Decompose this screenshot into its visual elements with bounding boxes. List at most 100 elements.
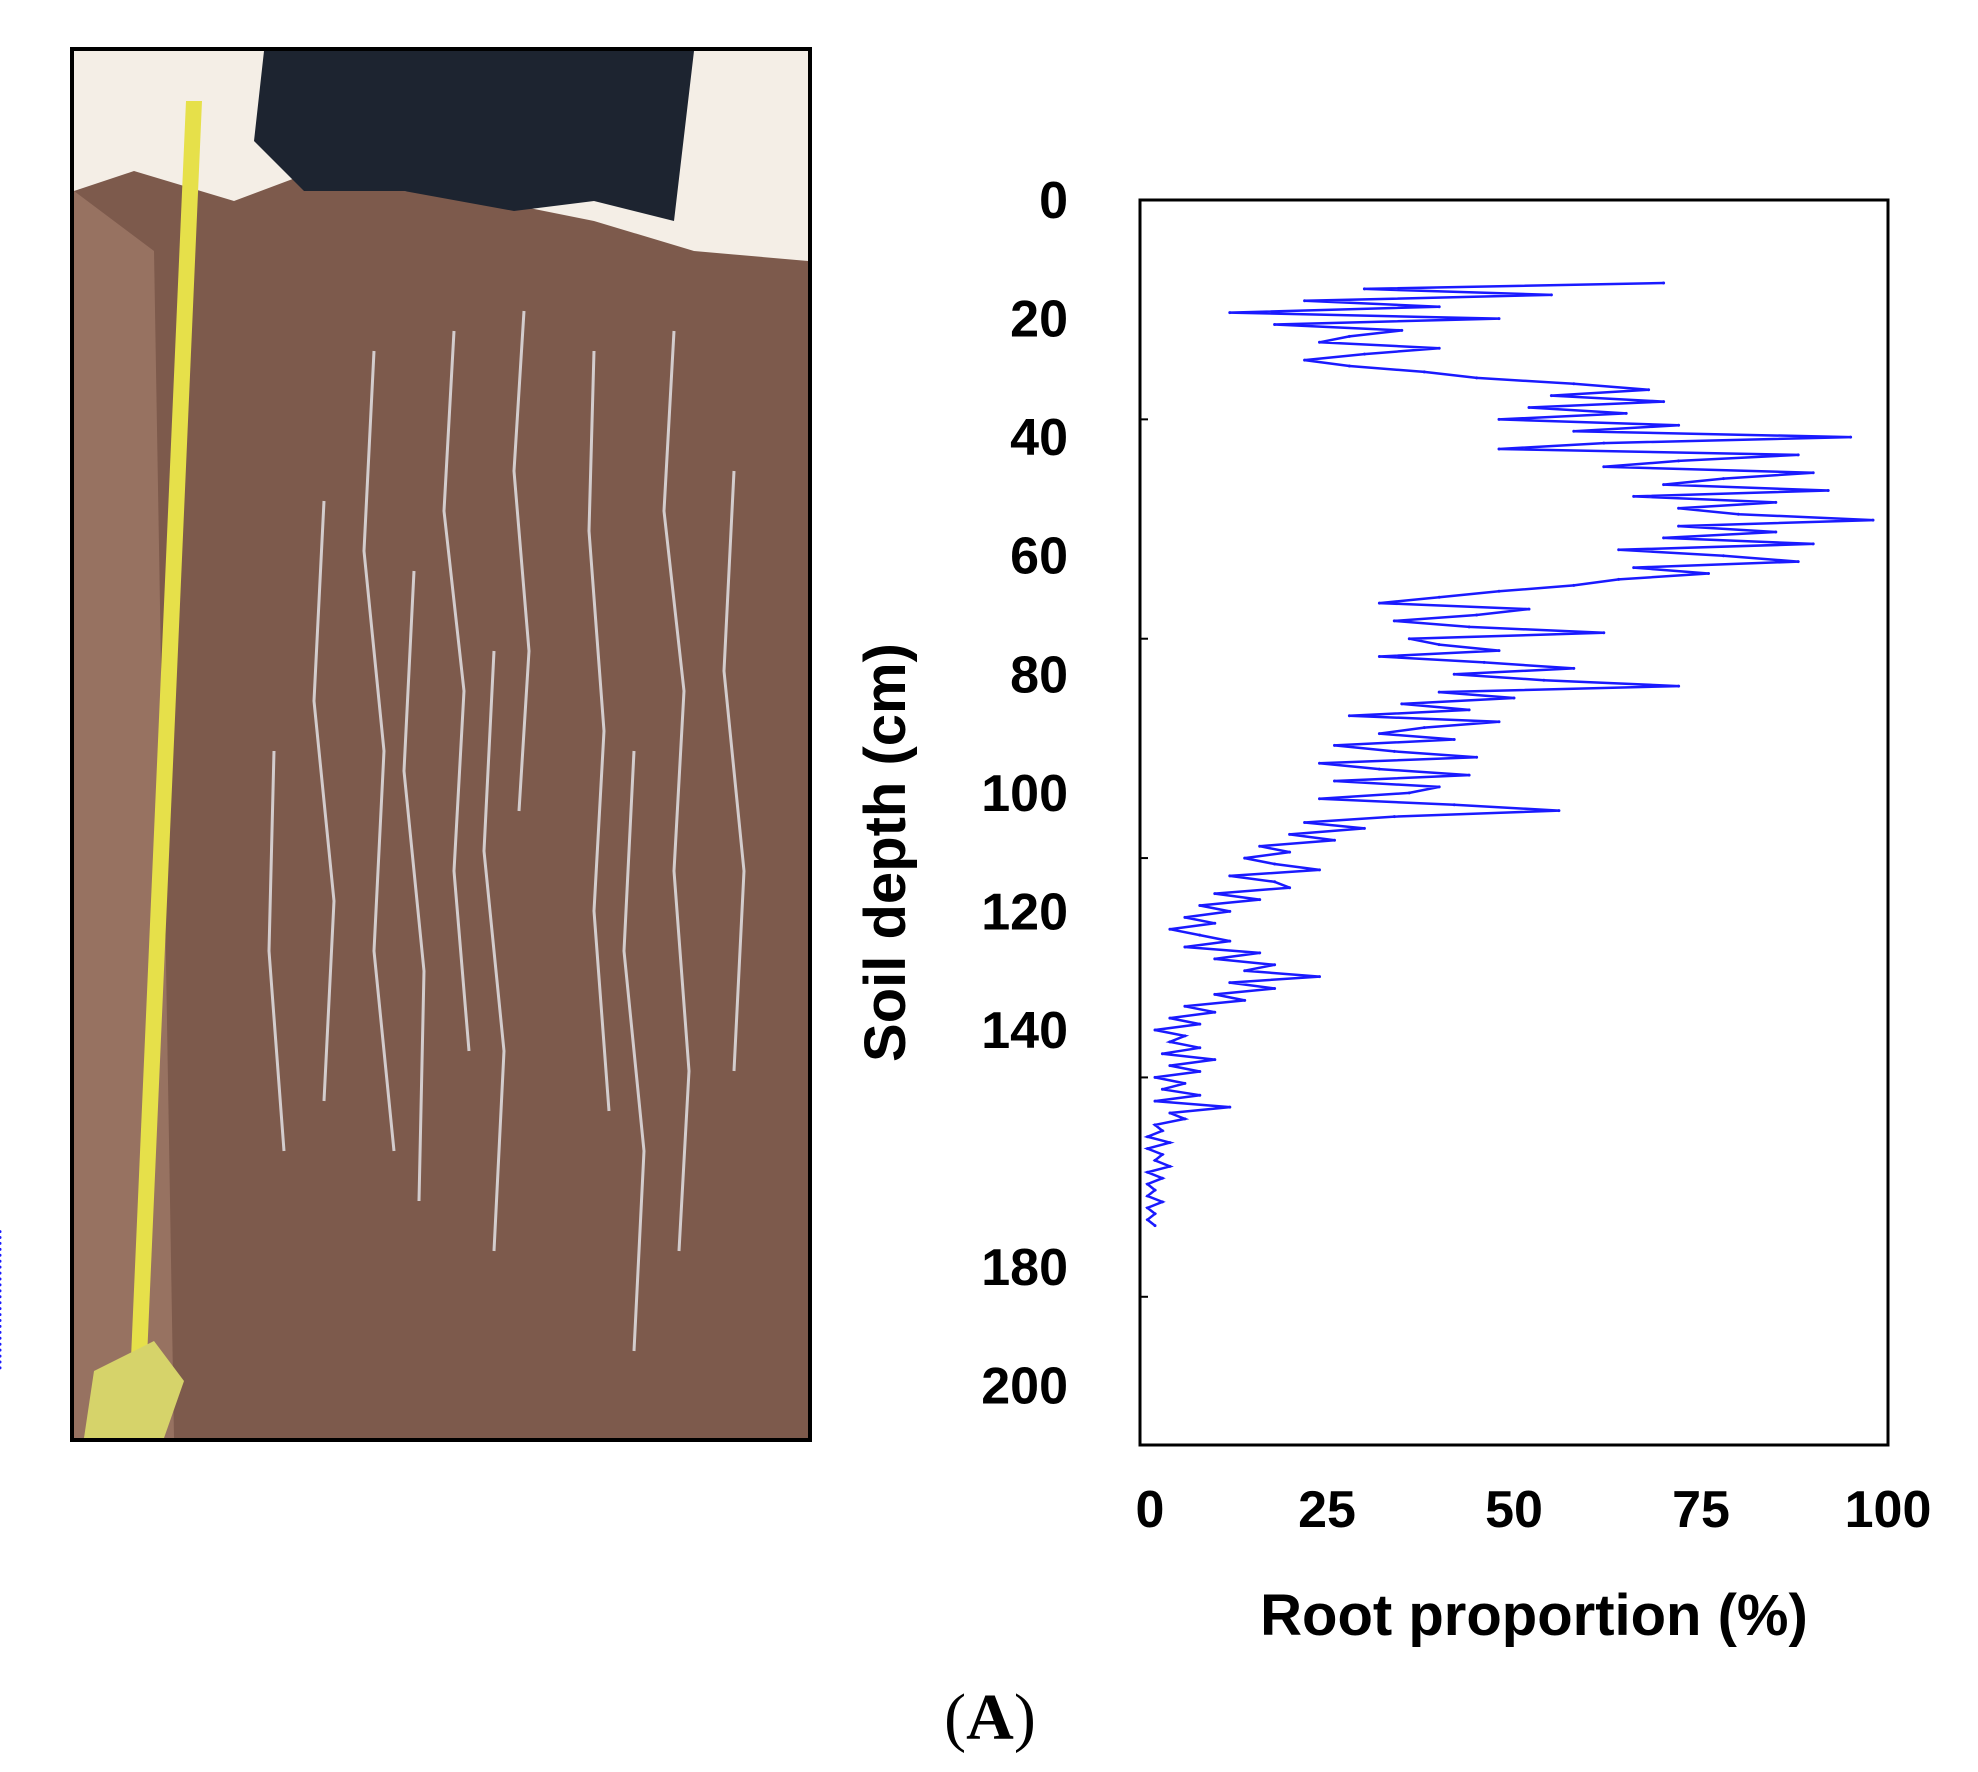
data-point xyxy=(0,1348,2,1352)
data-point xyxy=(1407,637,1411,641)
data-point xyxy=(1400,702,1404,706)
data-point xyxy=(1228,1105,1232,1109)
data-point xyxy=(0,1360,2,1364)
data-point xyxy=(0,1259,2,1263)
root-trace xyxy=(312,500,336,1102)
data-point xyxy=(1183,945,1187,949)
data-point xyxy=(1213,921,1217,925)
data-point xyxy=(1407,791,1411,795)
data-point xyxy=(1512,696,1516,700)
data-point xyxy=(1467,708,1471,712)
data-point xyxy=(1400,328,1404,332)
data-point xyxy=(1362,287,1366,291)
data-point xyxy=(1572,583,1576,587)
data-point xyxy=(1258,844,1262,848)
data-point xyxy=(1168,1040,1172,1044)
data-point xyxy=(0,1253,2,1257)
data-point xyxy=(1617,577,1621,581)
data-point xyxy=(1871,518,1875,522)
data-point xyxy=(1377,732,1381,736)
data-point xyxy=(1168,1164,1172,1168)
data-point xyxy=(1258,898,1262,902)
data-point xyxy=(1288,832,1292,836)
y-tick-label: 100 xyxy=(981,765,1068,823)
data-point xyxy=(1497,589,1501,593)
data-point xyxy=(1213,892,1217,896)
x-tick-label: 50 xyxy=(1485,1481,1543,1539)
data-point xyxy=(1153,1028,1157,1032)
tick-marks xyxy=(1140,199,1148,1298)
person-kneeling xyxy=(254,51,694,221)
data-point xyxy=(1146,1182,1149,1186)
data-point xyxy=(0,1295,2,1299)
data-point xyxy=(1168,927,1172,931)
data-point xyxy=(1183,1004,1187,1008)
data-point xyxy=(1333,779,1336,783)
x-tick-labels: 0 25 50 75 100 xyxy=(1136,1481,1932,1539)
data-point xyxy=(1153,1123,1157,1127)
data-point xyxy=(1527,607,1531,611)
data-point xyxy=(1662,536,1666,540)
data-point xyxy=(0,1324,2,1328)
data-point xyxy=(1392,619,1396,623)
data-point xyxy=(1632,566,1636,570)
data-point xyxy=(0,1236,2,1239)
data-point xyxy=(1228,311,1232,315)
data-point xyxy=(1273,880,1277,884)
data-point xyxy=(1736,512,1740,516)
data-point xyxy=(1602,465,1606,469)
data-point xyxy=(1347,364,1351,368)
root-trace xyxy=(722,470,746,1072)
data-point xyxy=(1160,1052,1164,1056)
data-point xyxy=(1318,797,1321,801)
data-point xyxy=(1183,1081,1187,1085)
data-point xyxy=(1392,749,1396,753)
x-tick-label: 75 xyxy=(1672,1481,1730,1539)
data-point xyxy=(1288,886,1292,890)
data-point xyxy=(0,1247,2,1251)
data-point xyxy=(1318,868,1321,872)
root-trace xyxy=(482,650,506,1252)
data-point xyxy=(1198,933,1202,937)
data-point xyxy=(1662,400,1666,404)
data-point xyxy=(1475,613,1479,617)
y-tick-label: 60 xyxy=(1010,528,1068,586)
data-point xyxy=(1318,340,1321,344)
data-point xyxy=(1452,803,1456,807)
data-point xyxy=(1228,981,1232,985)
root-trace xyxy=(402,570,426,1202)
panel-label-letter: A xyxy=(966,1681,1014,1754)
data-point xyxy=(1146,1194,1149,1198)
data-point xyxy=(1497,649,1501,653)
data-point xyxy=(1146,1170,1149,1174)
data-point xyxy=(1228,909,1232,913)
data-point xyxy=(1482,660,1486,664)
data-point xyxy=(1198,904,1202,907)
y-tick-label: 0 xyxy=(1039,172,1068,230)
data-point xyxy=(1452,672,1456,676)
y-tick-label: 120 xyxy=(981,883,1068,941)
measuring-tape xyxy=(130,101,202,1381)
data-point xyxy=(1198,1022,1202,1026)
root-trace xyxy=(587,350,611,1112)
data-point xyxy=(0,1277,2,1281)
data-point xyxy=(1542,678,1546,682)
data-point xyxy=(1198,1046,1202,1050)
data-point xyxy=(1183,1117,1187,1121)
data-point xyxy=(0,1354,2,1358)
y-tick-labels: 0 20 40 60 80 100 120 140 180 200 xyxy=(981,172,1068,1416)
data-point xyxy=(1677,506,1681,510)
root-trace xyxy=(267,750,286,1152)
data-point xyxy=(1333,743,1336,747)
data-point xyxy=(0,1307,2,1311)
data-point xyxy=(1160,1087,1164,1091)
y-tick-label: 20 xyxy=(1010,291,1068,349)
data-point xyxy=(0,1230,2,1234)
data-point xyxy=(0,1313,2,1317)
data-point xyxy=(1303,358,1307,362)
panel-label: (A) xyxy=(930,1680,1050,1756)
data-point xyxy=(1160,1153,1164,1156)
data-point xyxy=(1153,1212,1157,1216)
data-point xyxy=(1624,411,1628,415)
data-point xyxy=(1497,447,1501,451)
